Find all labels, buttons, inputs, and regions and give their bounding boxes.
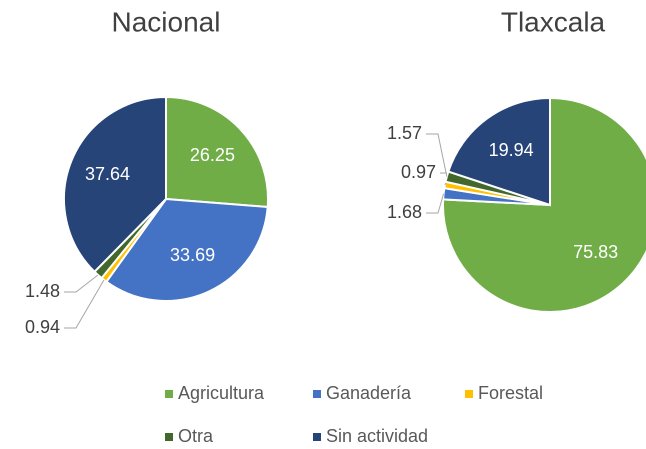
legend-swatch bbox=[465, 390, 473, 398]
legend-label: Forestal bbox=[478, 383, 543, 403]
data-label: 75.83 bbox=[573, 242, 618, 262]
data-label: 19.94 bbox=[489, 140, 534, 160]
legend-label: Otra bbox=[178, 426, 214, 446]
pie-slice bbox=[165, 95, 269, 209]
data-label: 1.68 bbox=[387, 202, 422, 222]
pie-slice bbox=[63, 95, 167, 274]
data-label: 1.48 bbox=[25, 281, 60, 301]
leader-line bbox=[426, 133, 448, 177]
pie-slice bbox=[447, 96, 551, 207]
leader-line bbox=[64, 279, 105, 329]
legend-label: Sin actividad bbox=[326, 426, 428, 446]
legend-swatch bbox=[165, 390, 173, 398]
chart-title: Tlaxcala bbox=[501, 6, 606, 37]
leader-line bbox=[64, 274, 99, 293]
data-label: 33.69 bbox=[170, 245, 215, 265]
chart-title: Nacional bbox=[112, 6, 221, 37]
legend-swatch bbox=[165, 433, 173, 441]
data-label: 37.64 bbox=[85, 164, 130, 184]
legend-label: Ganadería bbox=[326, 383, 412, 403]
leader-line bbox=[426, 193, 445, 214]
legend-label: Agricultura bbox=[178, 383, 265, 403]
data-label: 0.97 bbox=[401, 162, 436, 182]
legend-swatch bbox=[313, 390, 321, 398]
pie-slice bbox=[104, 197, 269, 302]
data-label: 1.57 bbox=[387, 123, 422, 143]
data-label: 26.25 bbox=[190, 145, 235, 165]
legend-swatch bbox=[313, 433, 321, 441]
data-label: 0.94 bbox=[25, 317, 60, 337]
